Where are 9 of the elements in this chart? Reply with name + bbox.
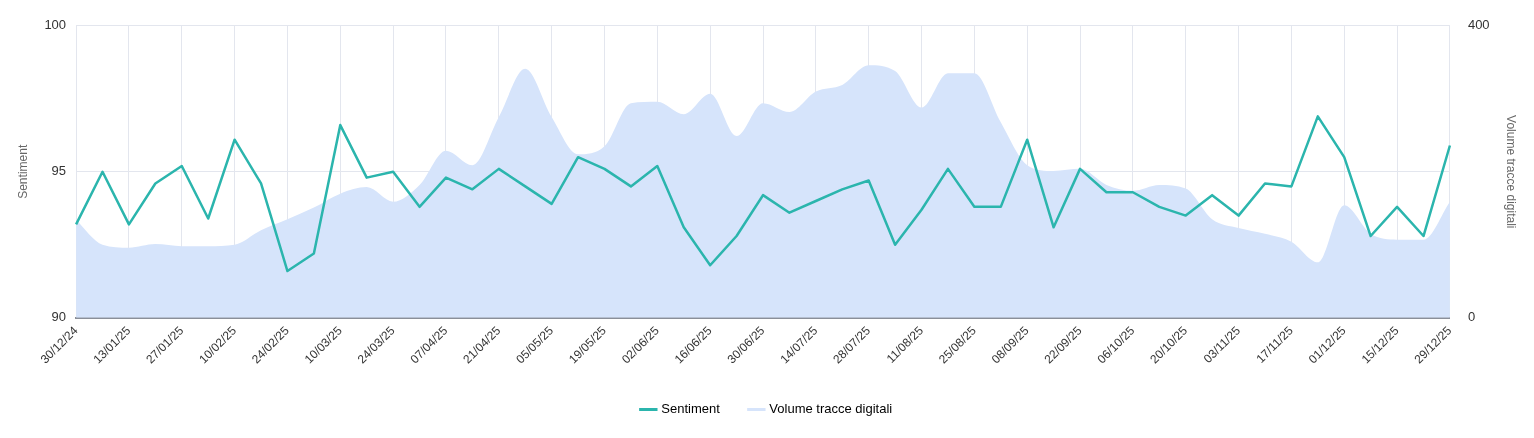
y-tick-label: 100: [44, 17, 67, 33]
y-tick-label: 90: [51, 309, 67, 325]
y2-axis-title: Volume tracce digitali: [1504, 115, 1519, 229]
legend-label: Sentiment: [661, 401, 721, 417]
y-axis-title: Sentiment: [15, 144, 30, 199]
legend-label: Volume tracce digitali: [769, 401, 893, 417]
y2-tick-label: 0: [1467, 309, 1476, 325]
y-tick-label: 95: [51, 163, 67, 179]
y2-tick-label: 400: [1467, 17, 1490, 33]
